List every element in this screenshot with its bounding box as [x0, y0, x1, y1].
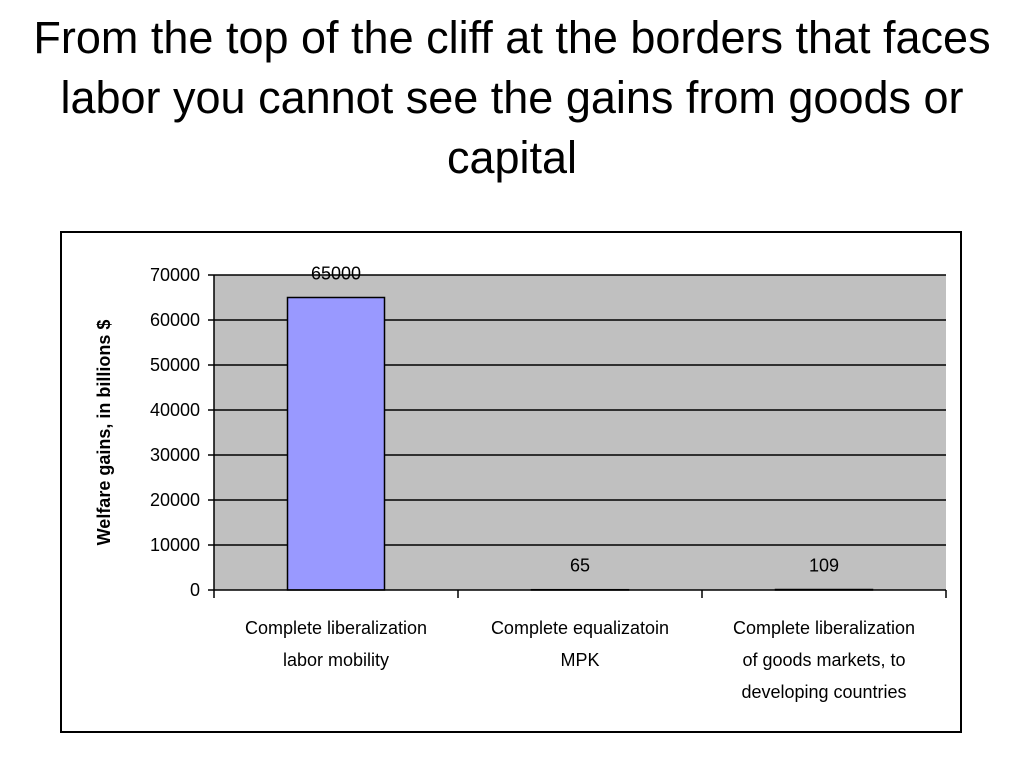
y-tick-label: 70000 [150, 265, 200, 285]
y-tick-label: 0 [190, 580, 200, 600]
bar-chart: 0 10000 20000 30000 40000 50000 60000 70000 Com… [94, 264, 947, 702]
y-axis-label: Welfare gains, in billions $ [94, 320, 114, 546]
y-tick-label: 40000 [150, 400, 200, 420]
y-tick-label: 20000 [150, 490, 200, 510]
slide-title: From the top of the cliff at the borders… [33, 12, 991, 183]
y-tick-labels: 0 10000 20000 30000 40000 50000 60000 70000 [150, 265, 200, 600]
x-tick-labels: Complete liberalization labor mobility Com… [245, 618, 915, 702]
data-label: 109 [809, 556, 839, 576]
data-label: 65 [570, 556, 590, 576]
y-tick-label: 30000 [150, 445, 200, 465]
y-tick-label: 60000 [150, 310, 200, 330]
y-tick-label: 50000 [150, 355, 200, 375]
axes [208, 274, 947, 598]
x-tick-label: Complete equalizatoin MPK [491, 618, 669, 670]
data-labels: 65000 65 109 [311, 264, 839, 576]
x-tick-label: Complete liberalization labor mobility [245, 618, 427, 670]
data-label: 65000 [311, 264, 361, 284]
y-tick-label: 10000 [150, 535, 200, 555]
x-tick-label: Complete liberalization of goods markets,… [733, 618, 915, 702]
bars [286, 296, 874, 591]
chart-frame: 0 10000 20000 30000 40000 50000 60000 70000 Com… [60, 231, 962, 733]
bar [286, 296, 386, 591]
